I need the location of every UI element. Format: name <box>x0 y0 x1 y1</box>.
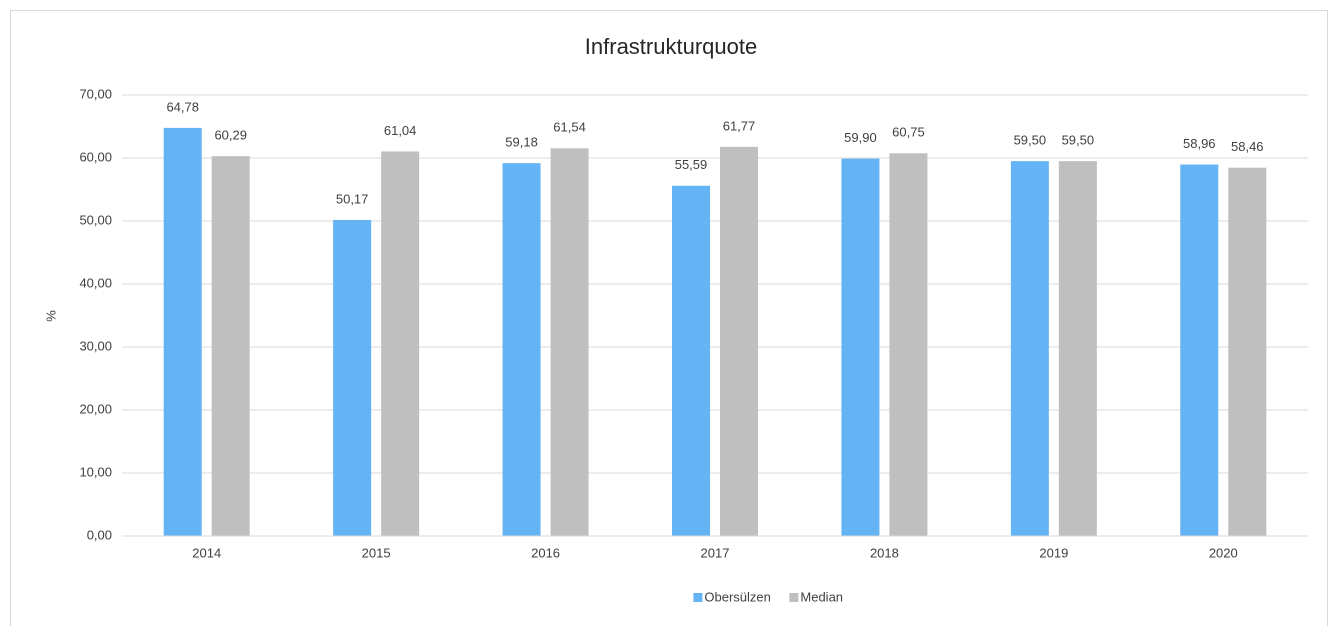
x-tick-label: 2015 <box>362 545 391 560</box>
y-tick-label: 70,00 <box>79 86 112 101</box>
legend-label: Obersülzen <box>704 589 770 604</box>
x-tick-label: 2020 <box>1209 545 1238 560</box>
data-label: 61,77 <box>723 118 756 133</box>
data-label: 59,18 <box>505 135 538 150</box>
x-tick-label: 2018 <box>870 545 899 560</box>
bar <box>1180 164 1219 536</box>
bar <box>381 151 420 536</box>
data-label: 61,04 <box>384 123 417 138</box>
y-tick-label: 60,00 <box>79 149 112 164</box>
data-label: 59,90 <box>844 130 877 145</box>
y-tick-label: 10,00 <box>79 464 112 479</box>
bar <box>550 148 589 536</box>
data-label: 50,17 <box>336 191 369 206</box>
bar <box>889 153 928 536</box>
bar <box>1228 167 1267 536</box>
x-tick-label: 2017 <box>701 545 730 560</box>
bar <box>841 158 880 536</box>
bar <box>720 146 758 536</box>
x-tick-label: 2019 <box>1039 545 1068 560</box>
legend-swatch <box>789 593 799 602</box>
x-tick-label: 2014 <box>192 545 221 560</box>
chart-title: Infrastrukturquote <box>585 34 757 59</box>
data-label: 58,96 <box>1183 136 1216 151</box>
data-label: 64,78 <box>166 99 199 114</box>
data-label: 59,50 <box>1062 133 1095 148</box>
bar <box>1010 161 1049 536</box>
legend-swatch <box>693 593 703 602</box>
data-label: 60,75 <box>892 125 925 140</box>
bar <box>211 156 250 536</box>
bar <box>333 219 372 536</box>
y-axis-label: % <box>43 310 58 322</box>
data-label: 60,29 <box>214 128 247 143</box>
x-tick-label: 2016 <box>531 545 560 560</box>
y-tick-label: 30,00 <box>79 338 112 353</box>
bar <box>163 127 202 537</box>
data-label: 55,59 <box>675 157 708 172</box>
y-tick-label: 40,00 <box>79 275 112 290</box>
data-label: 58,46 <box>1231 139 1264 154</box>
y-tick-label: 0,00 <box>87 527 112 542</box>
data-label: 61,54 <box>553 120 586 135</box>
chart-border <box>10 10 1328 626</box>
bar <box>1058 161 1097 536</box>
y-tick-label: 20,00 <box>79 401 112 416</box>
legend-label: Median <box>800 589 843 604</box>
bar <box>672 185 710 536</box>
bar <box>502 163 541 536</box>
data-label: 59,50 <box>1014 133 1047 148</box>
y-tick-label: 50,00 <box>79 212 112 227</box>
